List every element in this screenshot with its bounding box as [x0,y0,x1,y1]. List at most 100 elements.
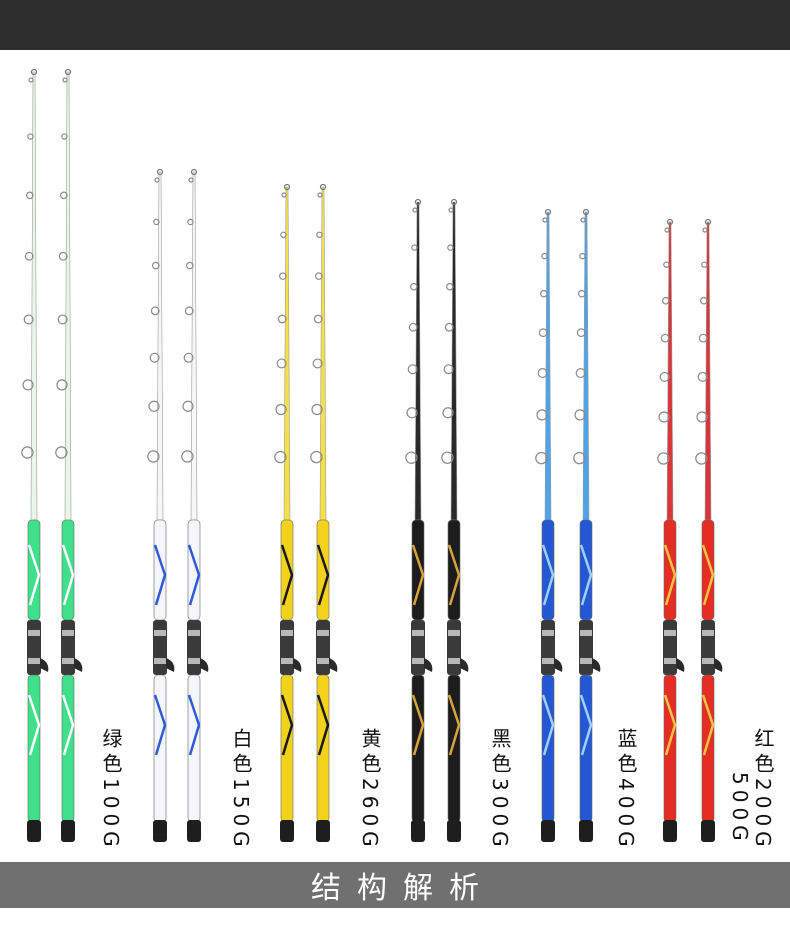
rod-6-2-reel-seat-ring [702,630,714,636]
rod-5-1-reel-seat-ring [542,630,554,636]
rod-5-1-guide [539,289,548,298]
rod-2-2-tip [190,168,198,176]
rod-5-2-upper-grip-accent [579,544,593,606]
rod-1-2-lower-grip-accent [61,694,75,756]
rod-4-1-guide [411,244,418,251]
rod-5-1-butt-cap [541,820,555,842]
rod-4-2-trigger [460,658,469,672]
rod-2-1-guide [147,450,160,463]
rod-6-1-guide [661,296,670,305]
rod-5-2-guide [577,289,586,298]
rod-2-2-guide [186,261,194,270]
rod-2-1-reel-seat-ring [154,658,166,664]
rod-6-1-reel-seat-ring [664,658,676,664]
rod-6-2-upper-grip-accent [701,544,715,606]
rod-3-2-butt-cap [316,820,330,842]
rod-5-1-trigger [554,658,563,672]
rod-1-2-reel-seat-ring [62,658,74,664]
rod-5-1-guide [541,252,548,260]
rod-4-1-guide [407,364,418,375]
rod-6-1-lower-grip-accent [663,694,677,756]
rod-4-1-guide [412,207,418,213]
rod-2-2-guide [182,400,194,412]
rod-2-2-reel-seat-ring [188,658,200,664]
rod-3-2-tip [319,183,327,191]
rod-1-2-reel-seat [61,620,75,675]
rod-1-2-guide [62,77,68,83]
rod-1-1-guide [27,133,34,140]
rod-4-1-guide [409,282,418,291]
rod-5-2-guide [576,328,586,338]
rod-6-2-guide [699,296,708,305]
rod-2-2-reel-seat [187,620,201,675]
rod-4-2-guide [443,364,454,375]
rod-1-2-guide [55,446,68,459]
rod-3-1-guide [278,272,287,280]
rod-3-1-guide [277,314,287,324]
section-title-bar: 结构解析 [0,862,790,908]
rod-label-green: 绿色100G [99,728,123,852]
rod-5-1-guide [542,217,548,223]
rod-2-1-guide [150,306,160,316]
rod-3-1-reel-seat-ring [281,630,293,636]
rod-5-2-reel-seat [579,620,593,675]
rod-3-2-guide [312,358,323,369]
rod-5-1-guide [538,328,548,338]
rod-5-2-butt-cap [579,820,593,842]
rod-6-1-guide [658,411,670,423]
rod-2-2-butt-cap [187,820,201,842]
rod-2-2-guide [181,450,194,463]
rod-5-2-reel-seat-ring [580,658,592,664]
rod-2-1-guide [152,261,160,270]
rod-1-2-upper-grip-accent [61,544,75,606]
rod-1-1-reel-seat [27,620,41,675]
rod-5-2-tip [582,208,590,216]
rod-5-1-guide [535,451,548,465]
rod-3-1-tip [283,183,291,191]
rod-2-2-guide [183,352,194,363]
rod-4-1-guide [405,451,418,464]
rod-5-2-lower-grip-accent [579,694,593,756]
rod-3-2-guide [310,450,323,464]
rod-2-2-trigger [200,658,209,672]
rod-6-2-guide [701,261,708,268]
rod-3-1-guide [276,358,287,369]
rod-2-2-lower-grip-accent [187,694,201,756]
rod-2-2-guide [187,218,194,226]
rod-6-1-guide [657,452,670,465]
rod-1-1-butt-cap [27,820,41,842]
rod-4-1-reel-seat [411,620,425,675]
rod-3-2-lower-grip-accent [316,694,330,756]
rod-1-2-guide [57,314,68,325]
section-title: 结构解析 [311,871,495,906]
rod-2-2-reel-seat-ring [188,630,200,636]
rod-2-1-guide [149,352,160,363]
rod-2-1-guide [148,400,160,412]
rod-label-red-extra: 500G [728,772,752,846]
rod-4-2-lower-grip-accent [447,694,461,756]
rod-1-2-guide [59,191,68,200]
rod-3-1-reel-seat [280,620,294,675]
rod-1-1-guide [23,314,34,325]
rod-4-1-tip [414,198,422,206]
rod-2-2-guide [184,306,194,316]
rod-5-2-guide [574,409,586,421]
rod-1-1-guide [21,446,34,459]
rod-4-2-tip [450,198,458,206]
rod-3-2-reel-seat [316,620,330,675]
rod-2-1-upper-grip-accent [153,544,167,606]
rod-6-2-guide [697,371,708,382]
rod-3-2-guide [311,403,323,416]
rod-1-2-trigger [74,658,83,672]
rod-3-1-lower-grip-accent [280,694,294,756]
rod-2-1-reel-seat [153,620,167,675]
rod-6-2-tip [704,218,712,226]
rod-5-1-guide [537,368,548,379]
rod-1-1-trigger [40,658,49,672]
rod-6-1-trigger [676,658,685,672]
fishing-rods-illustration [21,68,723,842]
rod-6-1-guide [663,261,670,268]
rod-6-2-butt-cap [701,820,715,842]
rod-6-2-trigger [714,658,723,672]
rod-2-1-guide [154,177,160,183]
